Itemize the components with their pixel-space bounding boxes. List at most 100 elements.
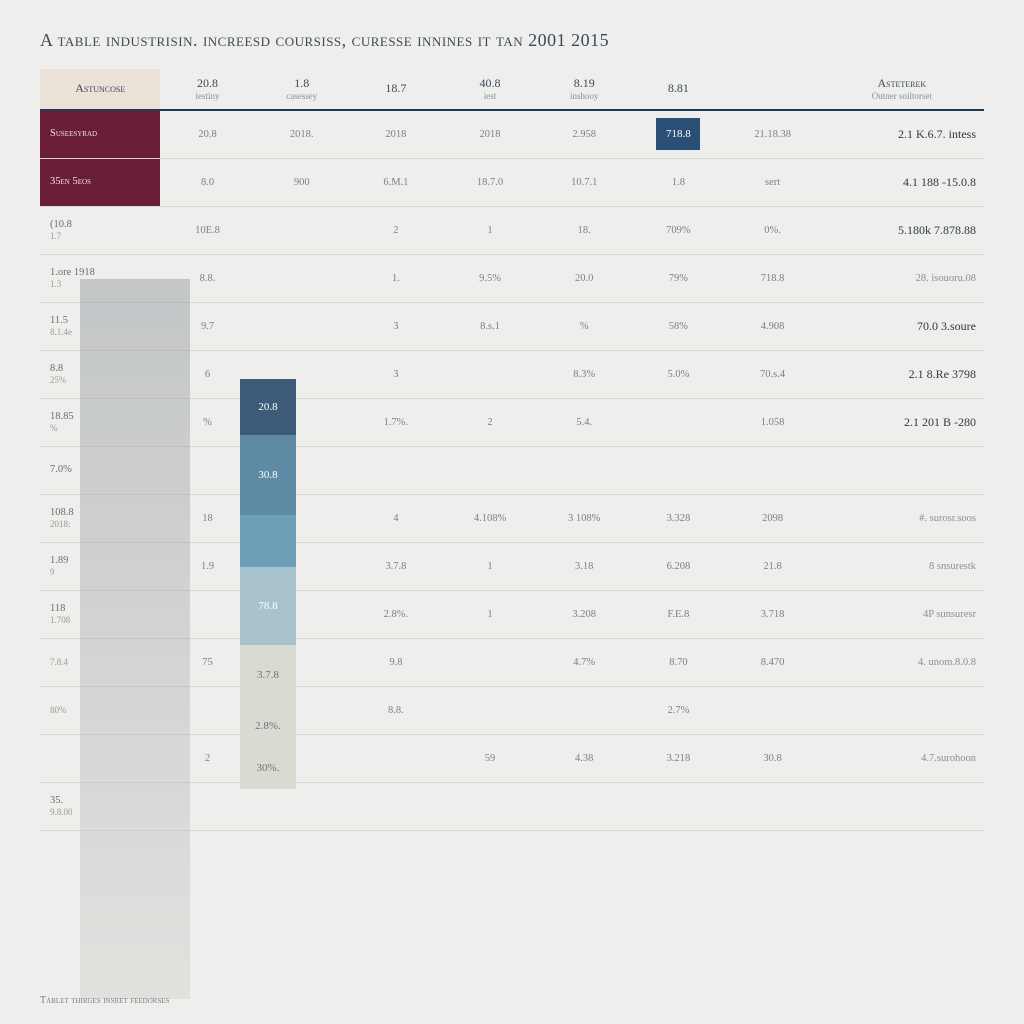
table-row: 11.58.1.4e9.738.s.1%58%4.90870.0 3.soure [40, 302, 984, 350]
summary-cell: 2.1 8.Re 3798 [820, 350, 984, 398]
bar-segment [240, 515, 296, 567]
cell: 20.8 [160, 110, 254, 158]
cell: 3.7.8 [349, 542, 443, 590]
cell: 9.7 [160, 302, 254, 350]
table-row: 7.8.4759.84.7%8.708.4704. unom.8.0.8 [40, 638, 984, 686]
row-label: 11.58.1.4e [40, 302, 160, 350]
cell [725, 686, 819, 734]
cell: 18. [537, 206, 631, 254]
summary-cell: 8 snsurestk [820, 542, 984, 590]
table-row: (10.81.710E.82118.709%0%.5.180k 7.878.88 [40, 206, 984, 254]
cell [255, 254, 349, 302]
cell: 2.958 [537, 110, 631, 158]
summary-cell [820, 686, 984, 734]
cell: 30.8 [725, 734, 819, 782]
row-label: 108.82018: [40, 494, 160, 542]
cell: 2018 [349, 110, 443, 158]
cell: 20.0 [537, 254, 631, 302]
summary-cell: 2.1 K.6.7. intess [820, 110, 984, 158]
cell: 10.7.1 [537, 158, 631, 206]
cell: 2018. [255, 110, 349, 158]
summary-cell [820, 446, 984, 494]
cell: 2.7% [631, 686, 725, 734]
cell [349, 734, 443, 782]
row-label: 80% [40, 686, 160, 734]
table-row: 18.85%%1.7%.25.4.1.0582.1 201 B -280 [40, 398, 984, 446]
table-row: Suseesyrad20.82018.201820182.958718.821.… [40, 110, 984, 158]
table-row: 80% 8.8. 2.7% [40, 686, 984, 734]
table-row: 108.82018:1844.108%3 108%3.3282098#. sur… [40, 494, 984, 542]
table-row: 1.ore 19181.38.8.1.9.5%20.079%718.828. i… [40, 254, 984, 302]
cell: 900 [255, 158, 349, 206]
bar-segment: 30%. [240, 747, 296, 789]
data-table: Astuncose 20.8iestiny 1.8casessey 18.7 4… [40, 69, 984, 831]
summary-cell: 5.180k 7.878.88 [820, 206, 984, 254]
cell [160, 782, 254, 830]
header-col-6: 8.81 [631, 69, 725, 110]
row-label: 35en 5eos [40, 158, 160, 206]
summary-cell [820, 782, 984, 830]
table-row: 35.9.8.00 [40, 782, 984, 830]
cell [443, 782, 537, 830]
cell: 2.8%. [349, 590, 443, 638]
summary-cell: 4P sunsuresr [820, 590, 984, 638]
summary-cell: 28. isouoru.08 [820, 254, 984, 302]
table-row: 1181.7082.8%.13.208F.E.83.7184P sunsures… [40, 590, 984, 638]
cell: 8.8. [160, 254, 254, 302]
cell: 6.208 [631, 542, 725, 590]
summary-cell: 4.7.surohoon [820, 734, 984, 782]
cell: 4.38 [537, 734, 631, 782]
cell: 1 [443, 206, 537, 254]
bar-segment: 20.8 [240, 379, 296, 435]
cell: 3 [349, 350, 443, 398]
cell: 718.8 [725, 254, 819, 302]
cell: 1.8 [631, 158, 725, 206]
header-row: Astuncose 20.8iestiny 1.8casessey 18.7 4… [40, 69, 984, 110]
cell [631, 446, 725, 494]
row-label: Suseesyrad [40, 110, 160, 158]
row-label: 18.85% [40, 398, 160, 446]
header-col-5: 8.19inshooy [537, 69, 631, 110]
cell: 1.058 [725, 398, 819, 446]
cell: 3.218 [631, 734, 725, 782]
cell: 4.108% [443, 494, 537, 542]
cell: 2 [443, 398, 537, 446]
cell [255, 302, 349, 350]
cell: 3.18 [537, 542, 631, 590]
cell: 8.70 [631, 638, 725, 686]
cell [631, 782, 725, 830]
table-row: 8.825%638.3%5.0%70.s.42.1 8.Re 3798 [40, 350, 984, 398]
row-label: 35.9.8.00 [40, 782, 160, 830]
cell [349, 446, 443, 494]
cell: 8.8. [349, 686, 443, 734]
cell [255, 782, 349, 830]
table-container: Astuncose 20.8iestiny 1.8casessey 18.7 4… [40, 69, 984, 831]
summary-cell: #. surosr.soos [820, 494, 984, 542]
bar-segment: 30.8 [240, 435, 296, 515]
header-summary: AsteterekOutner soiltorset [820, 69, 984, 110]
cell [725, 782, 819, 830]
value-badge: 718.8 [656, 118, 700, 150]
cell: 2 [349, 206, 443, 254]
header-col-7 [725, 69, 819, 110]
summary-cell: 4.1 188 -15.0.8 [820, 158, 984, 206]
cell [349, 782, 443, 830]
cell: 2018 [443, 110, 537, 158]
row-label: 1.899 [40, 542, 160, 590]
cell: 70.s.4 [725, 350, 819, 398]
table-row: 2594.383.21830.84.7.surohoon [40, 734, 984, 782]
header-col-3: 18.7 [349, 69, 443, 110]
cell [725, 446, 819, 494]
cell: 2098 [725, 494, 819, 542]
cell: 21.18.38 [725, 110, 819, 158]
cell: 5.0% [631, 350, 725, 398]
header-col-1: 20.8iestiny [160, 69, 254, 110]
cell: 1.7%. [349, 398, 443, 446]
cell: 8.s.1 [443, 302, 537, 350]
page-title: A table industrisin. increesd coursiss, … [40, 30, 984, 51]
cell: 3.328 [631, 494, 725, 542]
header-col-2: 1.8casessey [255, 69, 349, 110]
row-label: 7.8.4 [40, 638, 160, 686]
cell: 79% [631, 254, 725, 302]
summary-cell: 70.0 3.soure [820, 302, 984, 350]
